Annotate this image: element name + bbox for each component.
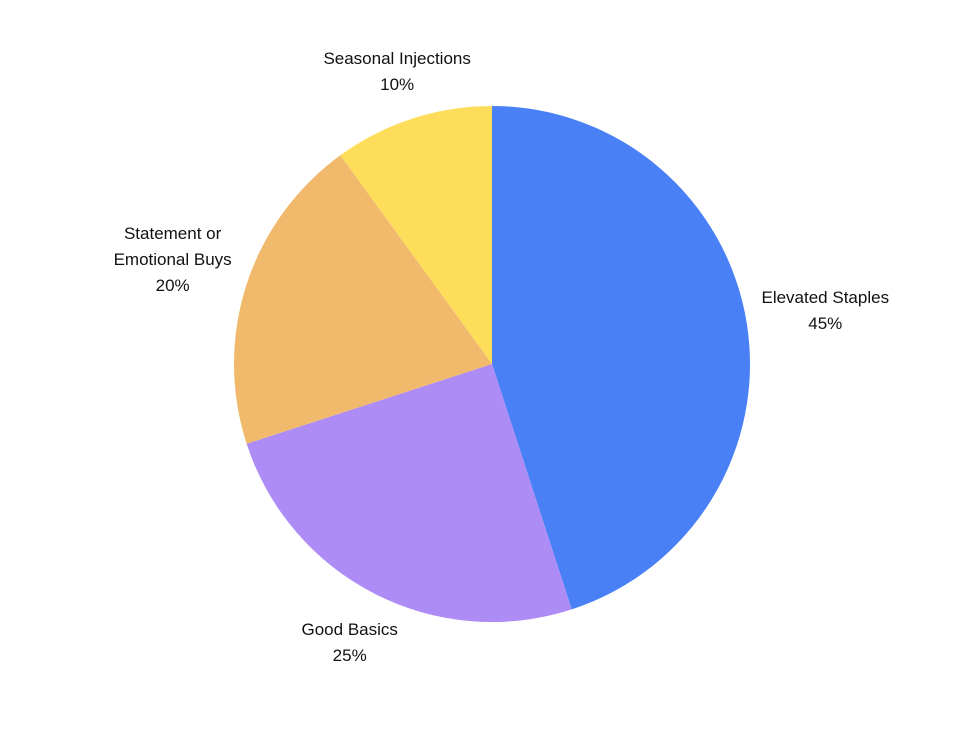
category-label: Good Basics: [301, 620, 398, 640]
value-label: 20%: [155, 276, 190, 296]
category-label: Seasonal Injections: [323, 49, 471, 69]
category-label: Elevated Staples: [761, 288, 890, 308]
slice-label: Good Basics 25%: [302, 617, 398, 669]
pie-slice: [234, 155, 492, 444]
slice-label: Elevated Staples 45%: [761, 285, 889, 337]
slice-label: Seasonal Injections 10%: [323, 46, 470, 98]
value-label: 45%: [808, 314, 843, 334]
value-label: 10%: [380, 75, 415, 95]
pie-slice: [246, 364, 572, 622]
value-label: 25%: [332, 646, 367, 666]
slice-label: Statement or Emotional Buys 20%: [89, 221, 257, 299]
pie-slice: [492, 106, 750, 610]
pie-slice: [340, 106, 492, 364]
category-label: Statement or Emotional Buys: [113, 224, 232, 270]
